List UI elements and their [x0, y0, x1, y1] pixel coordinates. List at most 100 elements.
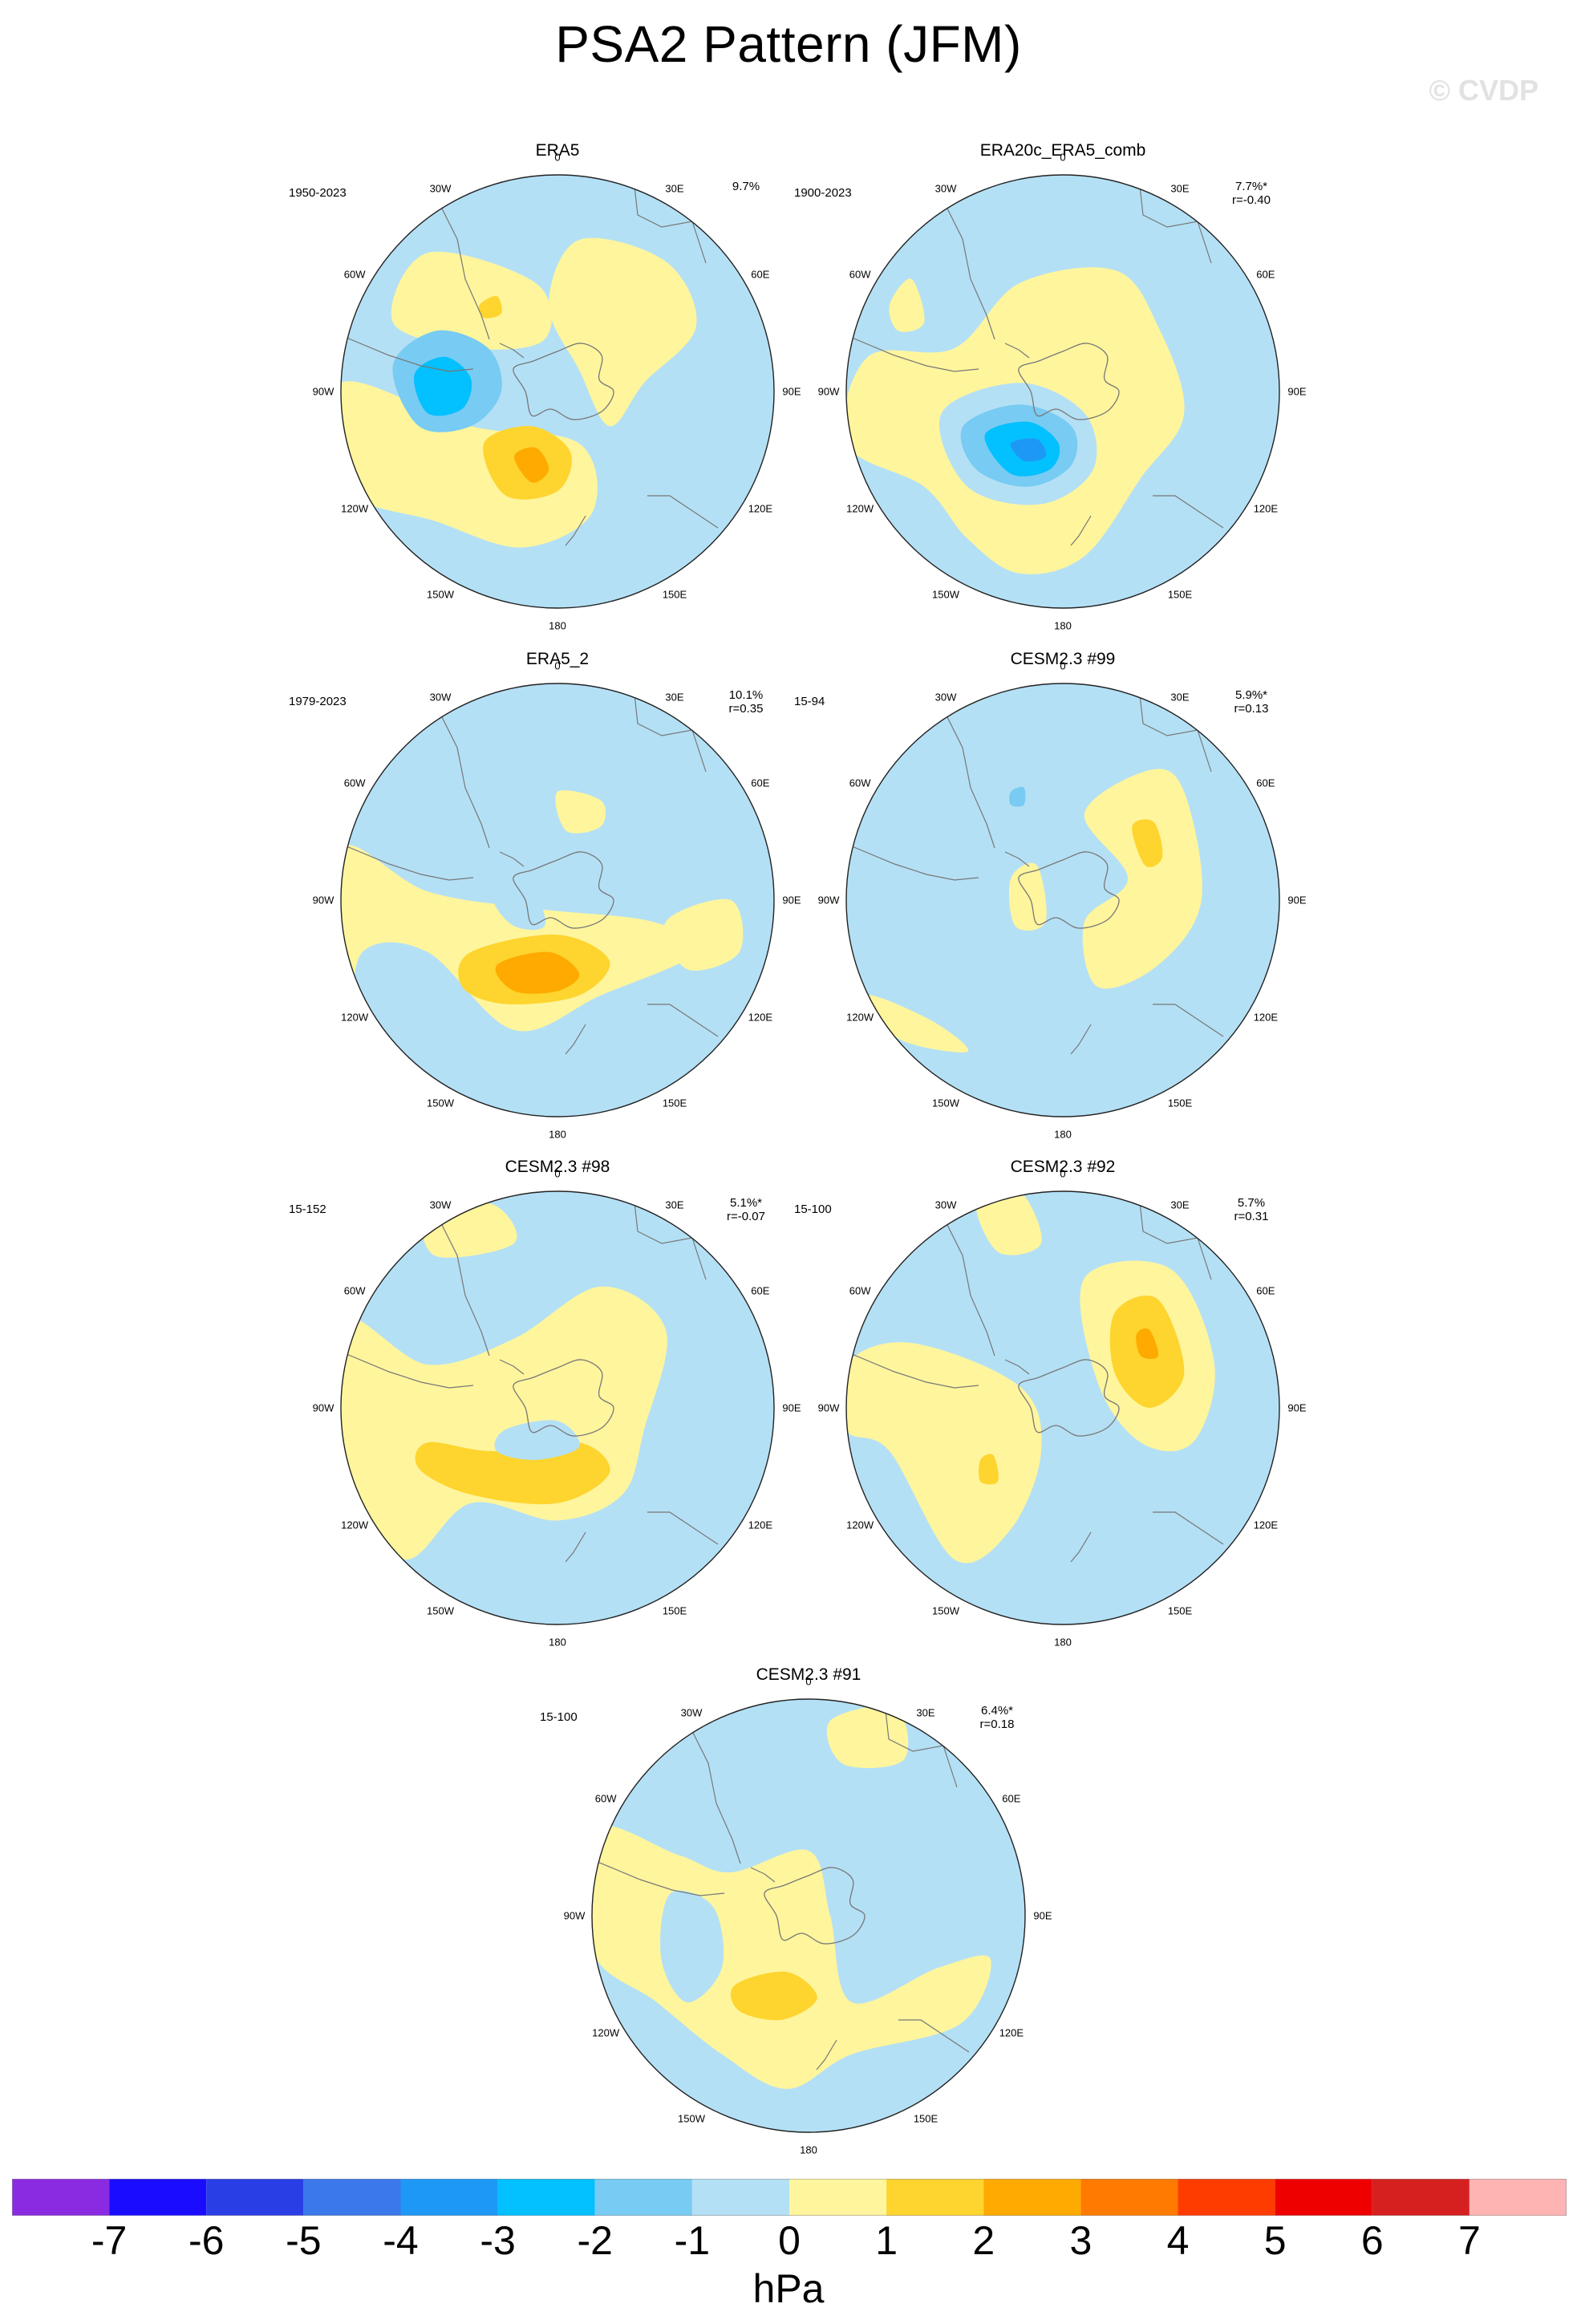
longitude-label: 90E — [1287, 385, 1307, 398]
anomaly-contour — [1071, 1472, 1115, 1513]
anomaly-contour — [513, 447, 549, 483]
colorbar-swatch — [109, 2179, 207, 2216]
panel-years: 1900-2023 — [794, 186, 852, 200]
panel-years: 15-100 — [794, 1203, 832, 1216]
longitude-label: 30E — [665, 182, 684, 195]
anomaly-contour — [846, 1342, 1042, 1564]
panel-title: CESM2.3 #99 — [1010, 650, 1116, 668]
anomaly-contour — [341, 381, 598, 548]
coastline — [1070, 515, 1092, 546]
anomaly-contour — [660, 1890, 724, 2003]
longitude-label: 150W — [932, 1097, 959, 1109]
longitude-label: 60E — [751, 777, 770, 789]
longitude-label: 150W — [427, 1097, 454, 1109]
colorbar-tick-label: -7 — [91, 2218, 128, 2263]
longitude-label: 30E — [665, 691, 684, 704]
longitude-label: 150E — [1167, 1097, 1193, 1109]
longitude-label: 0 — [554, 151, 561, 164]
variance-pct: 5.1%* — [729, 1196, 763, 1210]
coastline — [846, 335, 979, 372]
variance-pct: 6.4%* — [980, 1704, 1014, 1718]
pattern-correlation: r=-0.07 — [727, 1210, 765, 1223]
anomaly-contour — [1009, 786, 1026, 807]
panel-title: CESM2.3 #92 — [1010, 1158, 1116, 1176]
colorbar-swatch — [691, 2179, 789, 2216]
coastline — [846, 1351, 979, 1389]
longitude-label: 60W — [849, 1284, 871, 1297]
longitude-label: 150W — [427, 1604, 454, 1617]
longitude-label: 90W — [312, 1401, 334, 1414]
longitude-label: 90W — [817, 1401, 840, 1414]
coastline — [898, 2019, 970, 2053]
longitude-label: 90W — [312, 385, 334, 398]
longitude-label: 120E — [1253, 1011, 1279, 1024]
map-panel: CESM2.3 #99 15-94 5.9%* r=0.13 0 30E 60E 90E 120… — [794, 650, 1544, 1141]
anomaly-contour — [663, 898, 744, 971]
longitude-label: 180 — [1054, 1636, 1072, 1649]
coastline — [499, 343, 525, 359]
panel-years: 15-94 — [794, 695, 825, 708]
panel-title: ERA5_2 — [525, 650, 590, 668]
longitude-label: 60W — [849, 777, 871, 789]
map-boundary — [845, 174, 1280, 609]
coastline — [1153, 1004, 1224, 1037]
antarctica-coastline — [513, 343, 614, 420]
panel-stats: 6.4%* r=0.18 — [953, 1704, 1041, 1731]
longitude-label: 120E — [999, 2026, 1024, 2039]
coastline — [633, 687, 707, 773]
colorbar-tick-label: 5 — [1263, 2218, 1287, 2263]
coastline — [341, 335, 474, 372]
coastline — [647, 1511, 719, 1545]
longitude-label: 0 — [1060, 659, 1066, 672]
anomaly-contour — [866, 995, 969, 1052]
longitude-label: 180 — [1054, 1128, 1072, 1141]
colorbar-swatch — [1275, 2179, 1372, 2216]
anomaly-contour — [414, 356, 472, 416]
anomaly-contour — [922, 754, 1064, 953]
colorbar-tick-label: -1 — [674, 2218, 711, 2263]
longitude-label: 150E — [662, 588, 687, 601]
longitude-label: 60W — [343, 1284, 366, 1297]
longitude-label: 60W — [343, 268, 366, 281]
pattern-correlation: r=0.31 — [1234, 1210, 1269, 1223]
colorbar-swatch — [12, 2179, 110, 2216]
longitude-label: 90E — [1287, 1401, 1307, 1414]
colorbar-tick-label: 6 — [1360, 2218, 1384, 2263]
polar-map — [845, 683, 1280, 1117]
longitude-label: 90W — [817, 385, 840, 398]
longitude-label: 180 — [549, 619, 566, 632]
longitude-label: 60W — [849, 268, 871, 281]
map-panel: CESM2.3 #98 15-152 5.1%* r=-0.07 0 30E 60E 90E 1… — [289, 1158, 1039, 1649]
colorbar-tick-label: 1 — [875, 2218, 898, 2263]
anomaly-contour — [1136, 1328, 1159, 1359]
panel-title: CESM2.3 #91 — [756, 1665, 861, 1684]
map-panel: CESM2.3 #91 15-100 6.4%* r=0.18 0 30E 60E 90E 12… — [540, 1665, 1290, 2156]
colorbar-tick-label: -6 — [189, 2218, 225, 2263]
pattern-correlation: r=0.18 — [979, 1718, 1015, 1731]
anomaly-contour — [592, 1824, 991, 2089]
colorbar-tick-label: 4 — [1166, 2218, 1190, 2263]
longitude-label: 90E — [782, 1401, 801, 1414]
colorbar-swatch — [594, 2179, 692, 2216]
longitude-label: 150W — [932, 588, 959, 601]
longitude-label: 60E — [1256, 268, 1275, 281]
longitude-label: 180 — [549, 1636, 566, 1649]
longitude-label: 150W — [678, 2112, 705, 2125]
variance-pct: 5.7% — [1237, 1196, 1266, 1210]
coastline — [592, 1859, 725, 1896]
longitude-label: 120W — [341, 1011, 369, 1024]
anomaly-contour — [486, 855, 546, 931]
longitude-label: 60W — [594, 1792, 617, 1805]
polar-map — [340, 683, 775, 1117]
cvdp-watermark: © CVDP — [1429, 74, 1538, 107]
longitude-label: 150W — [427, 588, 454, 601]
coastline — [1153, 495, 1224, 529]
anomaly-contour — [341, 845, 698, 1032]
colorbar-swatch — [400, 2179, 498, 2216]
variance-pct: 10.1% — [728, 688, 764, 702]
coastline — [499, 1359, 525, 1375]
coastline — [565, 1531, 586, 1563]
coastline — [846, 843, 979, 881]
colorbar-tick-label: -3 — [480, 2218, 516, 2263]
longitude-label: 30W — [934, 1199, 957, 1211]
